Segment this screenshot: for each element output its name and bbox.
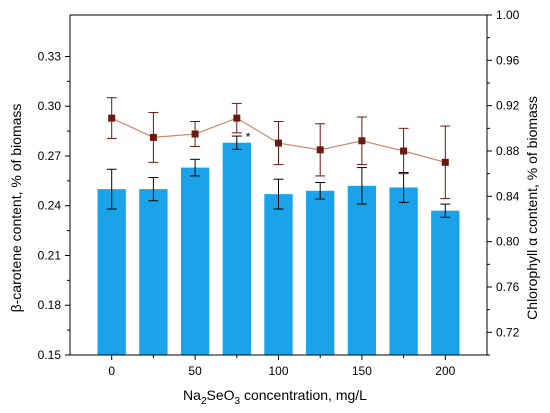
bar bbox=[97, 189, 126, 355]
x-tick-label: 100 bbox=[268, 364, 288, 378]
x-axis-title: Na2SeO3 concentration, mg/L bbox=[183, 387, 367, 407]
left-axis: 0.15 0.18 0.21 0.24 0.27 0.30 0.33 bbox=[38, 49, 70, 362]
right-tick-label: 0.76 bbox=[496, 280, 520, 294]
x-axis: 0 50 100 150 200 bbox=[108, 355, 456, 378]
right-tick-label: 0.88 bbox=[496, 144, 520, 158]
line-marker bbox=[191, 130, 199, 138]
left-axis-title: β-carotene content, % of biomass bbox=[8, 104, 24, 313]
line-marker bbox=[316, 146, 324, 154]
right-tick-label: 0.80 bbox=[496, 235, 520, 249]
bar-error-bars bbox=[106, 135, 451, 218]
x-tick-label: 150 bbox=[352, 364, 372, 378]
left-tick-label: 0.33 bbox=[38, 49, 62, 63]
bar bbox=[264, 194, 293, 355]
line-marker bbox=[108, 114, 116, 122]
right-tick-label: 0.72 bbox=[496, 325, 520, 339]
left-tick-label: 0.30 bbox=[38, 99, 62, 113]
line-marker bbox=[149, 133, 157, 141]
bar bbox=[431, 210, 460, 355]
bar bbox=[180, 167, 210, 355]
right-tick-label: 0.96 bbox=[496, 53, 520, 67]
line-marker bbox=[275, 139, 282, 147]
line-series bbox=[106, 97, 451, 200]
bar bbox=[389, 187, 418, 355]
line-marker bbox=[400, 147, 408, 155]
line-marker bbox=[233, 114, 241, 122]
left-tick-label: 0.18 bbox=[38, 298, 62, 312]
line-marker bbox=[358, 137, 366, 145]
x-tick-label: 200 bbox=[435, 364, 455, 378]
left-tick-label: 0.27 bbox=[38, 149, 62, 163]
line-marker bbox=[441, 158, 449, 166]
left-tick-label: 0.24 bbox=[38, 199, 62, 213]
bar-series bbox=[97, 142, 460, 355]
bar bbox=[139, 189, 168, 355]
right-tick-label: 0.84 bbox=[496, 189, 520, 203]
x-tick-label: 0 bbox=[108, 364, 115, 378]
right-tick-label: 0.92 bbox=[496, 99, 520, 113]
significance-asterisk: * bbox=[246, 130, 251, 144]
bar bbox=[222, 142, 251, 355]
bar bbox=[306, 190, 335, 355]
annotations: * bbox=[246, 130, 251, 144]
right-tick-label: 1.00 bbox=[496, 8, 520, 22]
left-tick-label: 0.15 bbox=[38, 348, 62, 362]
right-axis-title: Chlorophyll α content, % of biomass bbox=[524, 96, 540, 320]
right-axis: 0.72 0.76 0.80 0.84 0.88 0.92 0.96 1.00 bbox=[487, 8, 520, 356]
x-tick-label: 50 bbox=[188, 364, 202, 378]
bar bbox=[347, 185, 377, 355]
left-tick-label: 0.21 bbox=[38, 248, 62, 262]
